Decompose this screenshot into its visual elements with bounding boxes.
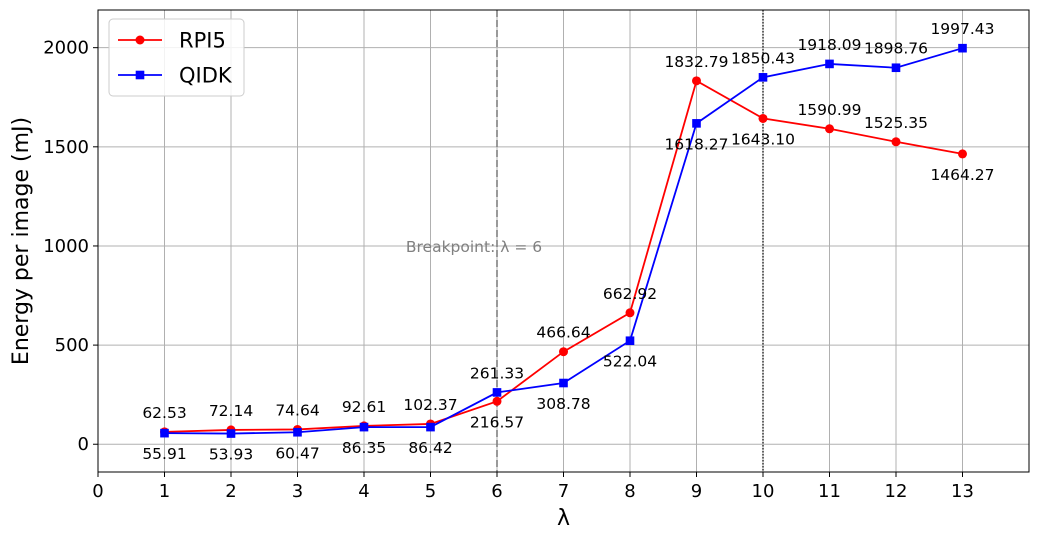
breakpoint-annotation: Breakpoint: λ = 6 <box>406 238 542 256</box>
data-point-rpi5 <box>891 137 901 147</box>
annotations: Breakpoint: λ = 6 <box>406 238 542 256</box>
y-tick-label: 1000 <box>43 236 89 257</box>
x-tick-label: 7 <box>558 481 569 502</box>
legend-label: RPI5 <box>179 29 226 53</box>
data-point-qidk <box>492 388 502 397</box>
data-label-qidk: 1997.43 <box>930 20 994 38</box>
x-tick-label: 2 <box>225 481 236 502</box>
data-label-rpi5: 1590.99 <box>797 101 861 119</box>
data-point-qidk <box>559 378 568 388</box>
legend-label: QIDK <box>179 64 233 88</box>
x-tick-label: 1 <box>159 481 170 502</box>
data-label-rpi5: 1832.79 <box>664 53 728 71</box>
data-point-qidk <box>891 63 901 73</box>
x-tick-label: 8 <box>624 481 635 502</box>
data-label-rpi5: 62.53 <box>142 404 186 422</box>
data-label-rpi5: 1525.35 <box>864 114 928 132</box>
data-label-qidk: 60.47 <box>275 444 319 462</box>
data-point-rpi5 <box>825 124 834 134</box>
data-label-qidk: 86.35 <box>342 439 386 457</box>
data-label-rpi5: 466.64 <box>536 324 590 342</box>
y-axis-label: Energy per image (mJ) <box>9 117 34 365</box>
data-point-qidk <box>958 43 967 53</box>
x-tick-label: 9 <box>691 481 702 502</box>
data-label-rpi5: 72.14 <box>209 402 253 420</box>
x-tick-label: 13 <box>951 481 974 502</box>
data-label-rpi5: 102.37 <box>403 396 457 414</box>
data-point-qidk <box>426 422 435 432</box>
data-point-rpi5 <box>692 76 701 86</box>
grid-lines <box>97 10 1029 472</box>
data-label-rpi5: 662.92 <box>603 285 657 303</box>
data-label-qidk: 86.42 <box>408 439 452 457</box>
x-tick-label: 3 <box>292 481 303 502</box>
data-label-rpi5: 1643.10 <box>731 130 795 148</box>
data-label-qidk: 1850.43 <box>731 49 795 67</box>
y-tick-label: 1500 <box>43 137 89 158</box>
y-tick-label: 500 <box>55 335 89 356</box>
data-label-qidk: 53.93 <box>209 446 253 464</box>
y-tick-label: 0 <box>78 434 89 455</box>
data-point-rpi5 <box>958 149 967 159</box>
data-label-rpi5: 1464.27 <box>930 166 994 184</box>
data-label-qidk: 55.91 <box>142 445 186 463</box>
x-tick-label: 0 <box>92 481 103 502</box>
x-tick-label: 12 <box>885 481 908 502</box>
data-point-rpi5 <box>559 347 568 357</box>
data-point-qidk <box>625 336 635 346</box>
data-point-qidk <box>160 428 169 438</box>
y-tick-label: 2000 <box>43 38 89 59</box>
x-tick-label: 5 <box>425 481 436 502</box>
x-tick-label: 6 <box>491 481 502 502</box>
data-label-qidk: 1618.27 <box>664 135 728 153</box>
legend: RPI5 QIDK <box>108 18 245 97</box>
data-label-qidk: 1918.09 <box>797 36 861 54</box>
data-point-qidk <box>226 429 236 438</box>
data-point-qidk <box>359 422 369 432</box>
legend-marker <box>135 35 145 45</box>
x-tick-label: 10 <box>752 481 775 502</box>
data-label-qidk: 522.04 <box>603 353 657 371</box>
series-lines <box>160 43 967 438</box>
data-point-qidk <box>825 59 834 69</box>
data-point-rpi5 <box>625 308 635 318</box>
data-label-rpi5: 92.61 <box>342 398 386 416</box>
data-label-qidk: 1898.76 <box>864 40 928 58</box>
data-point-qidk <box>293 427 302 437</box>
data-labels: 62.53 72.14 74.64 92.61 102.37 216.57 466.64 66… <box>142 20 994 463</box>
data-label-rpi5: 74.64 <box>275 401 319 419</box>
data-point-rpi5 <box>492 396 502 406</box>
data-label-qidk: 261.33 <box>470 364 524 382</box>
data-label-rpi5: 216.57 <box>470 413 524 431</box>
legend-marker <box>135 70 145 80</box>
x-tick-label: 4 <box>358 481 369 502</box>
data-point-rpi5 <box>758 113 768 123</box>
x-tick-label: 11 <box>818 481 841 502</box>
data-point-qidk <box>758 73 768 82</box>
data-label-qidk: 308.78 <box>536 395 590 413</box>
data-point-qidk <box>692 119 701 128</box>
x-axis-label: λ <box>557 506 570 531</box>
